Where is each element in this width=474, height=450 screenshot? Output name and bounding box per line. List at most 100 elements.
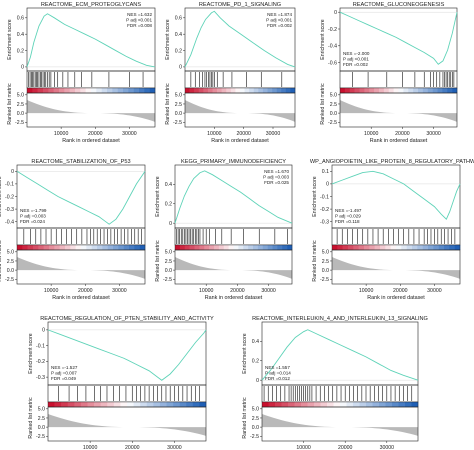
es-y-tick-label: -0.2 [36,359,45,365]
es-y-tick-label: 0 [179,65,182,71]
es-axis-label: Enrichment score [242,333,248,373]
rank-color-segment [359,402,367,407]
rank-color-segment [112,88,118,93]
rank-color-segment [214,245,220,250]
rank-color-segment [374,245,381,250]
gsea-panel-5: KEGG_PRIMARY_IMMUNODEFICIENCY 0 0.2 0.4 Enri… [155,159,293,301]
x-tick-label: 30000 [122,131,137,137]
running-es-curve [184,10,296,68]
rank-color-segment [307,402,315,407]
metric-y-tick-label: 2.5 [252,416,259,422]
x-tick-label: 20000 [395,131,410,137]
x-axis-label: Rank in ordered dataset [52,295,110,301]
rank-color-segment [230,88,236,93]
rank-color-segment [107,245,114,250]
gsea-panel-1: REACTOME_ECM_PROTEOGLYCANS 0 0.2 0.4 0.6 Enri… [7,2,156,144]
rank-color-segment [288,402,295,407]
rank-color-segment [199,402,207,407]
rank-color-segment [449,245,455,250]
x-tick-label: 30000 [266,131,281,137]
es-y-tick-label: 0 [256,378,259,384]
es-y-tick-label: 0.2 [165,202,172,208]
metric-y-tick-label: 2.5 [175,102,182,108]
x-tick-label: 10000 [199,288,214,294]
rank-color-segment [194,88,200,93]
rank-color-segment [189,88,195,93]
rank-color-segment [314,402,321,407]
rank-color-segment [385,245,391,250]
rank-color-segment [276,88,282,93]
rank-color-segment [96,88,102,93]
rank-color-segment [54,245,60,250]
es-axis-label: Enrichment score [320,19,326,59]
rank-color-segment [128,88,134,93]
rank-color-segment [372,402,380,407]
rank-color-segment [285,88,291,93]
hits-frame [261,384,419,403]
rank-color-segment [173,402,180,407]
rank-color-segment [358,245,365,250]
rank-color-segment [94,402,101,407]
running-es-curve [47,329,207,381]
es-axis-label: Enrichment score [155,176,161,216]
rank-color-segment [186,402,194,407]
rank-color-segment [413,88,419,93]
metric-y-tick-label: -2.5 [5,277,14,283]
stats-line: P adj =0.007 [51,371,77,376]
rank-color-segment [337,245,343,250]
es-y-tick-label: -0.4 [328,44,337,50]
metric-frame [47,406,207,442]
ranked-metric-area [17,256,145,279]
x-tick-label: 30000 [426,131,441,137]
metric-frame [339,92,458,128]
rank-color-segment [101,88,108,93]
rank-color-segment [59,88,65,93]
es-y-tick-label: -0.2 [5,194,14,200]
stats-line: FDR =0.025 [264,180,289,185]
x-axis-label: Rank in ordered dataset [205,295,263,301]
rank-color-segment [393,88,399,93]
metric-y-tick-label: 5.0 [175,93,182,99]
x-tick-label: 20000 [236,131,251,137]
rank-color-segment [428,245,434,250]
metric-y-tick-label: -2.5 [36,434,45,440]
x-axis-label: Rank in ordered dataset [211,138,269,144]
rank-color-segment [244,88,250,93]
stats-line: P adj =0.029 [335,214,361,219]
metric-y-tick-label: 2.5 [38,416,45,422]
rank-color-segment [444,245,450,250]
rank-color-segment [379,88,385,93]
x-tick-label: 20000 [78,288,93,294]
rank-color-segment [81,245,87,250]
panel-title: REACTOME_GLUCONEOGENESIS [353,2,445,8]
rank-color-segment [408,88,414,93]
rank-color-segment [127,402,134,407]
stats-line: NES =-2.000 [343,51,370,56]
rank-color-segment [140,402,148,407]
rank-color-segment [412,245,418,250]
metric-axis-label: Ranked list metric [155,240,161,282]
ranked-metric-area [48,413,206,436]
rank-color-segment [38,245,44,250]
es-y-tick-label: -0.3 [5,207,14,213]
rank-color-segment [262,88,268,93]
rank-color-segment [97,245,103,250]
rank-color-segment [113,245,119,250]
rank-color-segment [175,245,181,250]
rank-color-segment [392,402,399,407]
panel-title: REACTOME_ECM_PROTEOGLYCANS [41,2,141,8]
rank-color-segment [281,88,287,93]
metric-y-tick-label: 5.0 [38,407,45,413]
running-es-curve [331,170,461,220]
rank-color-segment [282,245,288,250]
rank-color-segment [80,88,86,93]
x-tick-label: 10000 [54,131,69,137]
metric-axis-label: Ranked list metric [165,83,171,125]
rank-color-segment [159,402,167,407]
rank-color-segment [48,402,55,407]
rank-color-segment [287,245,293,250]
stats-line: NES =-1.799 [20,208,47,213]
rank-color-segment [290,88,296,93]
rank-color-segment [396,245,402,250]
